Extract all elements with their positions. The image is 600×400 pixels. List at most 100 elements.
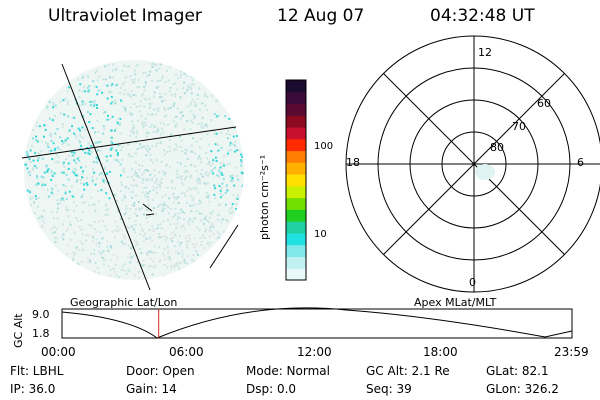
speckle-dot <box>65 209 68 212</box>
speckle-dot <box>91 240 94 243</box>
speckle-dot <box>187 234 190 237</box>
speckle-dot <box>203 218 206 221</box>
speckle-dot <box>106 159 109 162</box>
speckle-dot <box>40 150 43 153</box>
title-bar: Ultraviolet Imager 12 Aug 07 04:32:48 UT <box>0 6 600 32</box>
speckle-dot <box>55 153 58 156</box>
speckle-dot <box>166 163 169 166</box>
speckle-dot <box>176 215 179 218</box>
speckle-dot <box>109 118 112 121</box>
speckle-dot <box>126 65 129 68</box>
speckle-dot <box>241 172 244 175</box>
speckle-dot <box>151 199 154 202</box>
speckle-dot <box>80 219 83 222</box>
colorbar-segment <box>286 256 306 269</box>
speckle-dot <box>176 176 179 179</box>
speckle-dot <box>181 87 184 90</box>
speckle-dot <box>146 131 149 134</box>
speckle-dot <box>174 95 177 98</box>
speckle-dot <box>100 89 103 92</box>
speckle-dot <box>132 179 135 182</box>
speckle-dot <box>199 201 202 204</box>
speckle-dot <box>230 179 233 182</box>
speckle-dot <box>65 197 68 200</box>
speckle-dot <box>25 151 28 154</box>
speckle-dot <box>146 179 149 182</box>
speckle-dot <box>190 101 193 104</box>
speckle-dot <box>195 251 198 254</box>
speckle-dot <box>55 237 58 240</box>
speckle-dot <box>179 146 182 149</box>
speckle-dot <box>163 201 166 204</box>
speckle-dot <box>89 261 92 264</box>
speckle-dot <box>110 140 113 143</box>
speckle-dot <box>98 250 101 253</box>
speckle-dot <box>94 131 97 134</box>
speckle-dot <box>79 141 82 144</box>
speckle-dot <box>126 225 129 228</box>
speckle-dot <box>197 181 200 184</box>
speckle-dot <box>168 197 171 200</box>
speckle-dot <box>74 252 77 255</box>
speckle-dot <box>155 179 158 182</box>
speckle-dot <box>142 234 145 237</box>
speckle-dot <box>145 191 148 194</box>
speckle-dot <box>130 155 133 158</box>
speckle-dot <box>54 161 57 164</box>
speckle-dot <box>170 181 173 184</box>
speckle-dot <box>158 67 161 70</box>
speckle-dot <box>95 238 98 241</box>
speckle-dot <box>87 234 90 237</box>
speckle-dot <box>152 265 155 268</box>
speckle-dot <box>216 99 219 102</box>
speckle-dot <box>133 102 136 105</box>
speckle-dot <box>157 107 160 110</box>
speckle-dot <box>73 253 76 256</box>
speckle-dot <box>188 240 191 243</box>
mlt-label-12: 12 <box>478 46 492 59</box>
speckle-dot <box>201 126 204 129</box>
speckle-dot <box>103 127 106 130</box>
speckle-dot <box>184 151 187 154</box>
speckle-dot <box>210 224 213 227</box>
speckle-dot <box>172 83 175 86</box>
speckle-dot <box>169 259 172 262</box>
speckle-dot <box>132 93 135 96</box>
speckle-dot <box>82 170 85 173</box>
speckle-dot <box>162 207 165 210</box>
speckle-dot <box>111 83 114 86</box>
speckle-dot <box>163 123 166 126</box>
speckle-dot <box>104 225 107 228</box>
speckle-dot <box>135 152 138 155</box>
speckle-dot <box>132 228 135 231</box>
speckle-dot <box>132 132 135 135</box>
speckle-dot <box>166 266 169 269</box>
speckle-dot <box>228 117 231 120</box>
speckle-dot <box>38 216 41 219</box>
speckle-dot <box>56 160 59 163</box>
speckle-dot <box>204 215 207 218</box>
speckle-dot <box>178 135 181 138</box>
speckle-dot <box>175 262 178 265</box>
speckle-dot <box>64 97 67 100</box>
speckle-dot <box>56 127 59 130</box>
speckle-dot <box>223 155 226 158</box>
speckle-dot <box>150 158 153 161</box>
speckle-dot <box>143 85 146 88</box>
speckle-dot <box>179 75 182 78</box>
speckle-dot <box>158 236 161 239</box>
speckle-dot <box>116 230 119 233</box>
speckle-dot <box>94 71 97 74</box>
speckle-dot <box>212 226 215 229</box>
speckle-dot <box>113 236 116 239</box>
speckle-dot <box>97 190 100 193</box>
speckle-dot <box>163 153 166 156</box>
speckle-dot <box>160 203 163 206</box>
speckle-dot <box>220 146 223 149</box>
speckle-dot <box>101 91 104 94</box>
speckle-dot <box>185 157 188 160</box>
speckle-dot <box>221 164 224 167</box>
speckle-dot <box>199 137 202 140</box>
speckle-dot <box>51 119 54 122</box>
speckle-dot <box>180 208 183 211</box>
